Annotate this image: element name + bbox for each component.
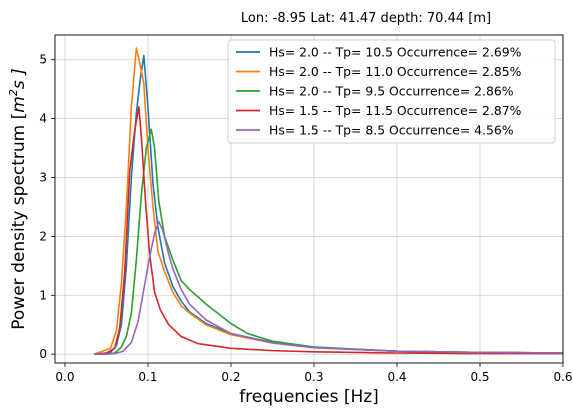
legend-label: Hs= 2.0 -- Tp= 9.5 Occurrence= 2.86%	[269, 84, 514, 99]
x-tick-label: 0.0	[55, 370, 74, 384]
legend-box	[227, 39, 556, 144]
y-axis-title-suffix: s ]	[9, 68, 29, 89]
y-tick-label: 0	[39, 347, 47, 361]
x-tick-label: 0.5	[470, 370, 489, 384]
y-axis-title: Power density spectrum [m2s ]	[7, 68, 29, 329]
x-tick-label: 0.2	[221, 370, 240, 384]
series-line-hs1-5-tp11-5	[93, 106, 563, 355]
legend-label: Hs= 1.5 -- Tp= 11.5 Occurrence= 2.87%	[269, 103, 522, 118]
legend: Hs= 2.0 -- Tp= 10.5 Occurrence= 2.69% Hs=…	[227, 39, 556, 144]
y-tick-label: 1	[39, 288, 47, 302]
y-tick-label: 2	[39, 229, 47, 243]
y-tick-label: 3	[39, 171, 47, 185]
x-axis-title: frequencies [Hz]	[239, 387, 379, 407]
y-tick-label: 4	[39, 112, 47, 126]
x-tick-label: 0.4	[387, 370, 406, 384]
y-axis-title-prefix: Power density spectrum [	[9, 113, 29, 330]
series-line-hs1-5-tp8-5	[94, 220, 564, 355]
x-tick-label: 0.6	[553, 370, 572, 384]
legend-label: Hs= 2.0 -- Tp= 10.5 Occurrence= 2.69%	[269, 45, 522, 60]
chart-title: Lon: -8.95 Lat: 41.47 depth: 70.44 [m]	[241, 11, 491, 26]
plot-frame	[54, 34, 564, 364]
legend-label: Hs= 1.5 -- Tp= 8.5 Occurrence= 4.56%	[269, 123, 514, 138]
y-tick-label: 5	[39, 53, 47, 67]
y-axis-title-unit: m	[9, 96, 29, 113]
x-axis: 0.0 0.1 0.2 0.3 0.4 0.5 0.6	[55, 363, 573, 384]
x-tick-label: 0.3	[304, 370, 323, 384]
legend-label: Hs= 2.0 -- Tp= 11.0 Occurrence= 2.85%	[269, 64, 522, 79]
y-axis-title-sup: 2	[7, 89, 20, 96]
legend-entries: Hs= 2.0 -- Tp= 10.5 Occurrence= 2.69% Hs=…	[236, 45, 522, 138]
series-lines	[93, 47, 564, 355]
y-axis: 0 1 2 3 4 5	[39, 53, 55, 361]
x-tick-label: 0.1	[138, 370, 157, 384]
